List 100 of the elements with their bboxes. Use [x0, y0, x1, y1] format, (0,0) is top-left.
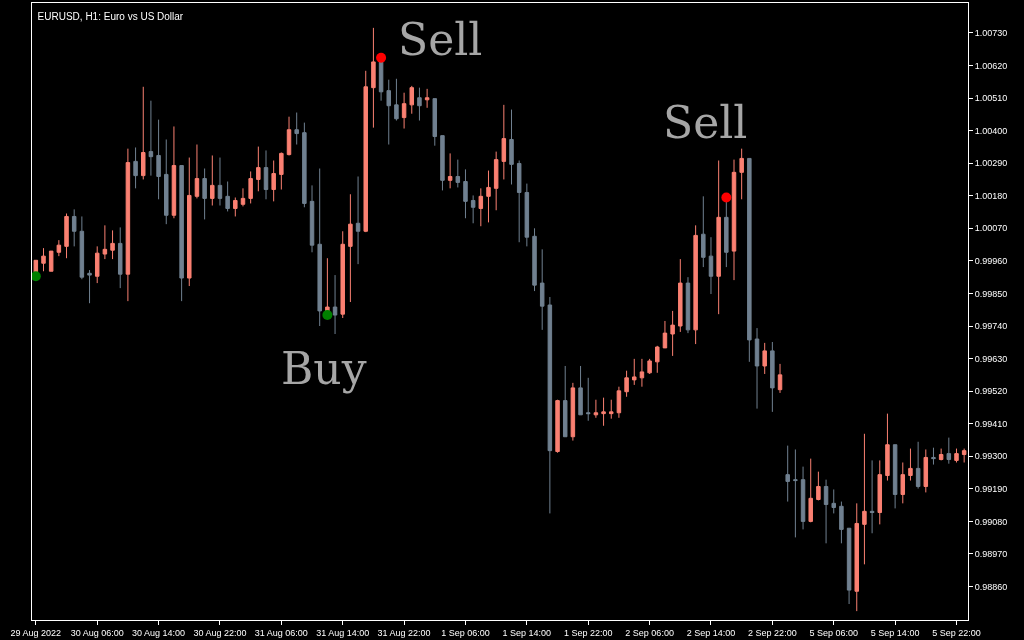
x-tick-label: 31 Aug 06:00	[254, 627, 308, 638]
y-tick-label: 0.99410	[974, 418, 1008, 429]
candlestick	[179, 165, 184, 302]
candlestick	[915, 441, 921, 490]
x-tick-label: 29 Aug 2022	[10, 627, 62, 638]
candlestick	[562, 365, 568, 438]
candlestick	[225, 181, 230, 212]
candlestick	[271, 160, 276, 202]
candlestick	[509, 109, 514, 185]
candlestick	[256, 146, 261, 192]
candlestick	[547, 296, 553, 514]
candlestick	[570, 382, 576, 442]
candlestick	[56, 239, 62, 257]
candlestick	[877, 459, 883, 525]
candlestick	[609, 399, 614, 420]
candlestick	[156, 119, 161, 200]
x-tick-label: 5 Sep 22:00	[932, 627, 981, 638]
candlestick	[647, 358, 652, 375]
candlestick	[800, 466, 806, 530]
candlestick	[394, 78, 399, 122]
candlestick	[217, 157, 223, 207]
candlestick	[585, 377, 591, 422]
candlestick	[202, 168, 207, 220]
x-tick-label: 5 Sep 14:00	[870, 627, 920, 638]
candlestick	[923, 448, 929, 493]
candlestick	[79, 215, 85, 280]
y-tick-label: 0.99520	[974, 386, 1008, 397]
candlestick	[340, 230, 345, 319]
x-tick-label: 31 Aug 22:00	[377, 627, 431, 638]
candlestick	[693, 224, 698, 345]
candlestick	[87, 269, 92, 304]
y-tick-label: 0.99080	[974, 516, 1008, 527]
candlestick	[470, 194, 476, 224]
candlestick	[233, 197, 238, 217]
candlestick	[64, 213, 69, 259]
candlestick	[210, 154, 215, 207]
data-label: Sell	[663, 97, 748, 148]
candlestick	[371, 27, 376, 129]
y-tick-label: 0.99740	[974, 321, 1008, 332]
candlestick	[263, 149, 269, 200]
candlestick	[240, 187, 246, 207]
y-tick-label: 0.99190	[974, 483, 1008, 494]
candlestick	[94, 245, 100, 284]
candlestick	[141, 86, 146, 180]
candlestick	[808, 458, 813, 523]
candlestick	[938, 448, 944, 461]
candlestick	[440, 135, 445, 191]
x-tick-label: 30 Aug 14:00	[132, 627, 186, 638]
candlestick	[539, 248, 545, 331]
candlestick	[401, 92, 407, 130]
candlestick	[593, 399, 599, 419]
candlestick	[447, 152, 453, 189]
candlestick	[317, 168, 322, 327]
candlestick	[762, 342, 767, 375]
candlestick	[862, 433, 867, 565]
candlestick	[900, 461, 906, 504]
candlestick	[187, 157, 192, 287]
y-tick-label: 1.00510	[974, 93, 1008, 104]
candlestick	[279, 152, 284, 191]
candlestick	[639, 358, 645, 388]
candlestick	[409, 85, 415, 115]
y-tick-label: 1.00070	[974, 223, 1008, 234]
candlestick	[516, 160, 522, 243]
candlestick	[823, 479, 829, 544]
x-tick-label: 2 Sep 06:00	[625, 627, 674, 638]
x-tick-label: 2 Sep 22:00	[748, 627, 797, 638]
candlestick	[71, 208, 77, 247]
candlestick	[739, 148, 744, 200]
candlestick	[747, 157, 752, 363]
candlestick	[846, 527, 852, 605]
candlestick	[869, 459, 875, 534]
candlestick	[148, 100, 154, 177]
y-tick-label: 0.99300	[974, 451, 1008, 462]
candlestick	[777, 363, 783, 394]
y-tick-label: 1.00730	[974, 28, 1008, 39]
candlestick	[731, 159, 737, 281]
text: EURUSD, H1: Euro vs US Dollar	[37, 10, 184, 22]
candlestick	[854, 502, 859, 612]
y-tick-label: 1.00620	[974, 60, 1008, 71]
y-tick-label: 1.00180	[974, 190, 1008, 201]
x-tick-label: 2 Sep 14:00	[686, 627, 736, 638]
candlestick	[670, 310, 675, 357]
candlestick	[793, 448, 798, 538]
candlestick	[655, 345, 660, 374]
candlestick	[624, 370, 629, 398]
candlestick	[501, 104, 507, 180]
candlestick	[386, 79, 391, 146]
candlestick	[701, 195, 706, 268]
candlestick	[946, 437, 952, 465]
candlestick	[892, 444, 898, 509]
candlestick	[194, 144, 200, 199]
candlestick	[785, 445, 790, 503]
candlestick	[48, 250, 54, 272]
candlestick	[133, 146, 138, 189]
point	[721, 192, 732, 203]
candlestick	[110, 229, 115, 260]
candlestick	[931, 447, 936, 466]
candlestick	[632, 358, 637, 386]
candlestick	[463, 168, 468, 219]
candlestick	[754, 327, 760, 410]
